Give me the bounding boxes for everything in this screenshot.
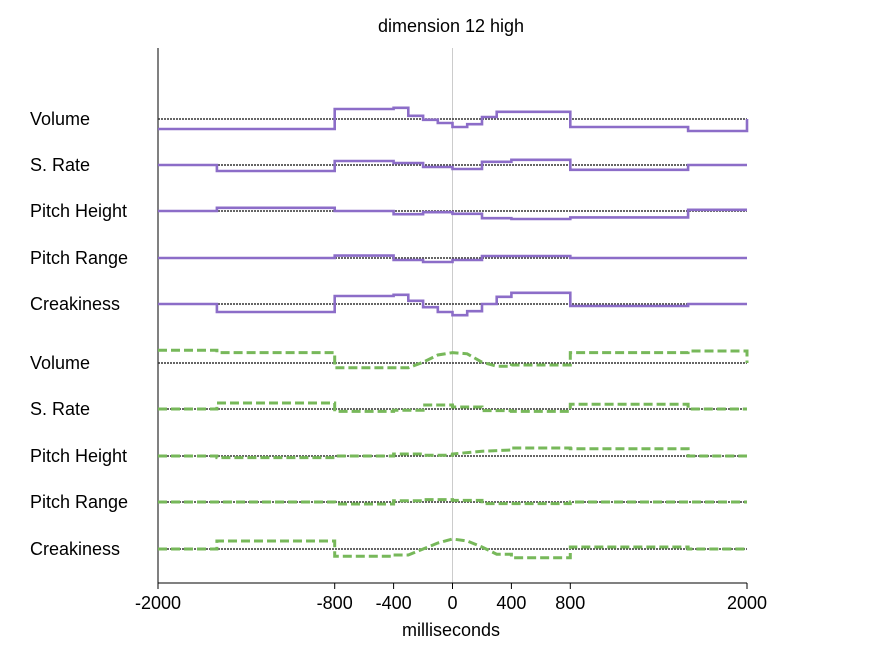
series-line [158, 106, 749, 133]
x-tick-label: 400 [496, 593, 526, 613]
x-tick-label: 800 [555, 593, 585, 613]
series-label: Volume [30, 109, 90, 129]
series-label: S. Rate [30, 155, 90, 175]
series-line [158, 348, 749, 370]
series-line [158, 498, 747, 506]
series-label: Volume [30, 353, 90, 373]
x-tick-label: -2000 [135, 593, 181, 613]
series-label: S. Rate [30, 399, 90, 419]
series-line [158, 158, 747, 173]
series-line [158, 446, 747, 460]
series-line [158, 206, 747, 221]
series-line [158, 291, 747, 317]
plot-area: -2000 -800 -400 0 400 800 2000 Volume S. Rate Pit… [30, 48, 767, 613]
x-tick-label: 0 [447, 593, 457, 613]
series-line [158, 254, 747, 264]
series-label: Creakiness [30, 294, 120, 314]
series-label: Pitch Range [30, 492, 128, 512]
series-line [158, 537, 747, 560]
x-tick-label: -400 [376, 593, 412, 613]
chart-title: dimension 12 high [378, 16, 524, 36]
x-axis-label: milliseconds [402, 620, 500, 640]
x-tick-label: -800 [317, 593, 353, 613]
x-tick-label: 2000 [727, 593, 767, 613]
series-label: Pitch Height [30, 201, 127, 221]
series-label: Pitch Range [30, 248, 128, 268]
series-label: Creakiness [30, 539, 120, 559]
series-line [158, 401, 747, 413]
series-label: Pitch Height [30, 446, 127, 466]
